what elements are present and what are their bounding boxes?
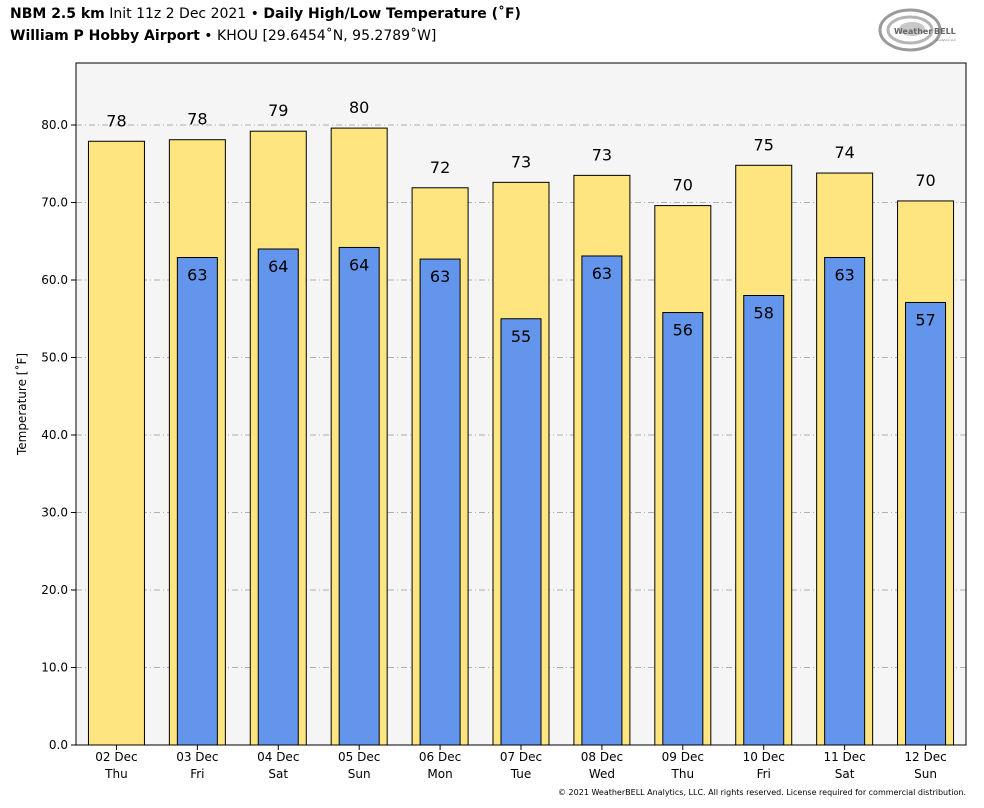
x-tick-label-date: 09 Dec: [662, 750, 704, 764]
y-axis-label: Temperature [˚F]: [14, 353, 29, 456]
logo-text-weather: Weather: [894, 27, 932, 36]
high-label: 78: [187, 110, 207, 129]
x-tick-label-day: Fri: [190, 767, 204, 781]
x-tick-label-day: Thu: [104, 767, 128, 781]
low-label: 56: [673, 321, 693, 340]
x-tick-label-date: 02 Dec: [95, 750, 137, 764]
x-tick-label-date: 04 Dec: [257, 750, 299, 764]
logo-text-bell: BELL: [934, 27, 956, 36]
low-bar: [581, 255, 623, 746]
low-bar: [176, 257, 218, 746]
y-tick-label: 0.0: [49, 738, 68, 752]
x-tick-label-date: 10 Dec: [743, 750, 785, 764]
x-tick-label-date: 12 Dec: [904, 750, 946, 764]
high-label: 75: [754, 135, 774, 154]
high-label: 73: [592, 145, 612, 164]
low-bars: [176, 246, 947, 746]
data-labels: 78 78 63 79 64 80 64 72 63 73 55 73 63 70 56 75 58 74 63 70…: [106, 98, 935, 346]
y-tick-label: 50.0: [41, 351, 68, 365]
x-tick-label-date: 08 Dec: [581, 750, 623, 764]
x-tick-label-date: 11 Dec: [823, 750, 865, 764]
low-label: 64: [349, 255, 369, 274]
x-axis: 02 Dec Thu 03 Dec Fri 04 Dec Sat 05 Dec Sun 06 D…: [95, 745, 947, 781]
x-tick-label-date: 03 Dec: [176, 750, 218, 764]
high-bar: [87, 140, 145, 746]
station-name: William P Hobby Airport: [10, 28, 200, 44]
y-tick-label: 60.0: [41, 273, 68, 287]
low-label: 63: [592, 264, 612, 283]
high-label: 79: [268, 101, 288, 120]
x-tick-label-day: Sun: [914, 767, 937, 781]
low-bar: [905, 301, 947, 746]
high-label: 70: [673, 176, 693, 195]
high-label: 74: [834, 143, 854, 162]
plot-frame: [75, 62, 967, 746]
high-label: 73: [511, 152, 531, 171]
x-tick-label-day: Fri: [757, 767, 771, 781]
high-label: 70: [915, 171, 935, 190]
low-label: 57: [915, 310, 935, 329]
init-time: Init 11z 2 Dec 2021: [109, 6, 247, 22]
x-tick-label-day: Sun: [348, 767, 371, 781]
x-tick-label-date: 05 Dec: [338, 750, 380, 764]
high-label: 72: [430, 158, 450, 177]
y-axis: 0.0 10.0 20.0 30.0 40.0 50.0 60.0 70.0 80.0: [41, 118, 76, 752]
high-label: 80: [349, 98, 369, 117]
header-line-1: NBM 2.5 km Init 11z 2 Dec 2021 • Daily H…: [10, 6, 521, 22]
logo-subtext: Analytics LLC: [936, 38, 956, 42]
y-tick-label: 10.0: [41, 661, 68, 675]
y-tick-label: 30.0: [41, 506, 68, 520]
high-label: 78: [106, 111, 126, 130]
weatherbell-logo: Weather BELL Analytics LLC: [878, 8, 956, 52]
low-label: 63: [430, 267, 450, 286]
x-tick-label-day: Thu: [671, 767, 695, 781]
header-line-2: William P Hobby Airport • KHOU [29.6454˚…: [10, 28, 436, 44]
model-name: NBM 2.5 km: [10, 6, 105, 22]
bullet: •: [250, 6, 259, 22]
copyright-footer: © 2021 WeatherBELL Analytics, LLC. All r…: [558, 788, 966, 797]
low-label: 58: [754, 304, 774, 323]
x-tick-label-day: Sat: [268, 767, 288, 781]
low-bar: [743, 295, 785, 746]
station-info: KHOU [29.6454˚N, 95.2789˚W]: [217, 28, 437, 44]
low-bar: [257, 248, 299, 746]
x-tick-label-day: Mon: [427, 767, 452, 781]
product-name: Daily High/Low Temperature (˚F): [263, 6, 521, 22]
low-bar: [662, 312, 704, 746]
low-label: 63: [834, 266, 854, 285]
y-tick-label: 40.0: [41, 428, 68, 442]
x-tick-label-day: Sat: [835, 767, 855, 781]
low-bar: [419, 258, 461, 746]
x-tick-label-date: 06 Dec: [419, 750, 461, 764]
y-tick-label: 20.0: [41, 583, 68, 597]
low-label: 63: [187, 266, 207, 285]
x-tick-label-date: 07 Dec: [500, 750, 542, 764]
bullet-2: •: [204, 28, 213, 44]
x-tick-label-day: Tue: [510, 767, 532, 781]
low-bar: [824, 257, 866, 746]
low-label: 55: [511, 327, 531, 346]
x-tick-label-day: Wed: [589, 767, 615, 781]
low-bar: [338, 246, 380, 746]
low-bar: [500, 318, 542, 746]
y-tick-label: 80.0: [41, 118, 68, 132]
low-label: 64: [268, 257, 288, 276]
y-tick-label: 70.0: [41, 196, 68, 210]
